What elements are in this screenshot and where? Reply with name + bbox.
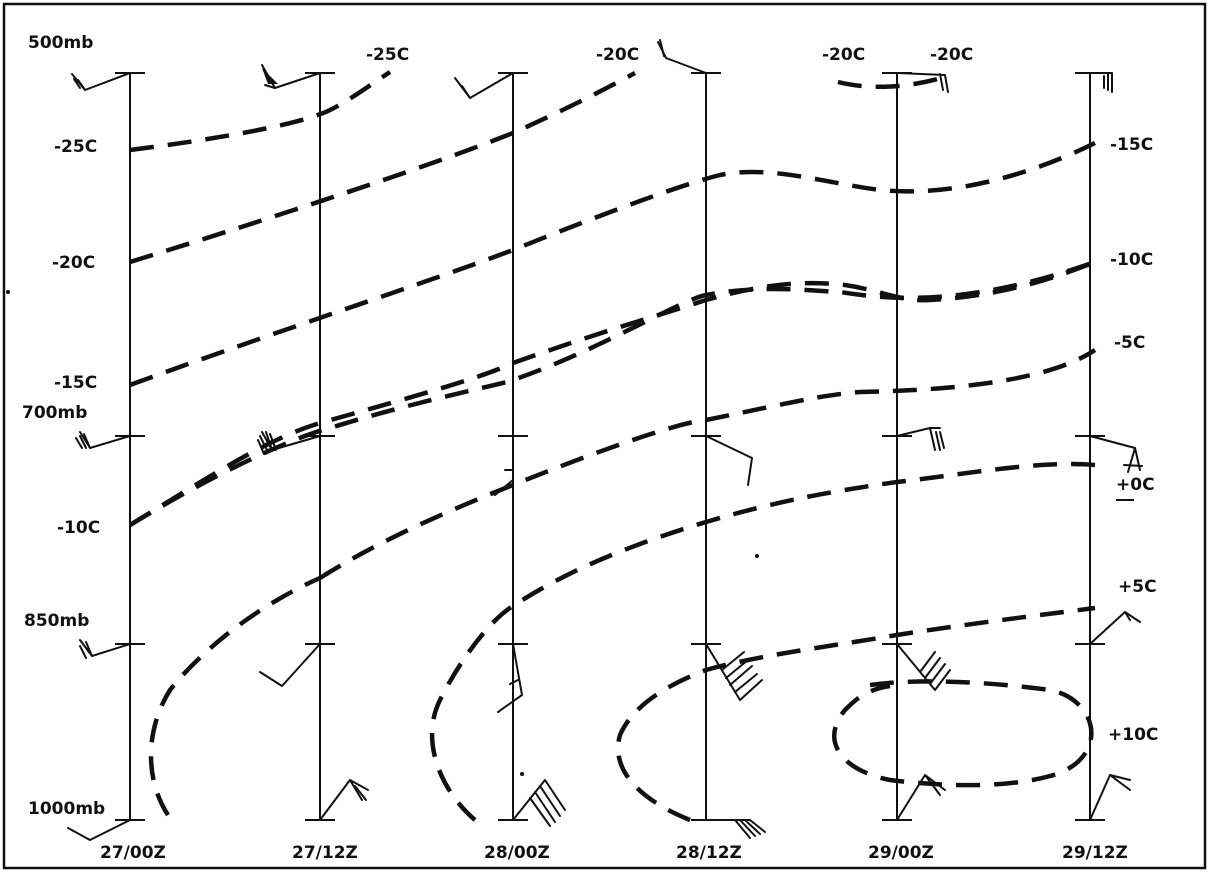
wind-barb-icon <box>497 643 523 713</box>
level-label-500mb: 500mb <box>28 33 93 53</box>
isotherm-label-top: -25C <box>366 45 409 65</box>
wind-barb-icon <box>705 643 763 701</box>
time-label: 27/00Z <box>100 843 166 863</box>
speck <box>755 554 759 558</box>
isotherm-label-top: -20C <box>930 45 973 65</box>
isotherm-minus-20c-top <box>837 73 949 90</box>
wind-barb-icon <box>261 64 321 89</box>
wind-barb-icon <box>67 819 131 841</box>
wind-barb-icon <box>1089 611 1141 645</box>
isotherm-minus-15c <box>129 140 1096 388</box>
wind-barb-icon <box>705 819 766 839</box>
wind-barb-icon <box>896 643 951 691</box>
isotherm-label-left: -15C <box>54 373 97 393</box>
isotherm-label-right: +0C <box>1116 475 1155 495</box>
wind-barb-icon <box>1089 72 1113 93</box>
isotherm-minus-10c <box>128 259 1096 527</box>
wind-barb-icon <box>657 39 707 74</box>
wind-barb-icon <box>1089 435 1143 473</box>
isotherm-label-top: -20C <box>596 45 639 65</box>
time-label: 28/12Z <box>676 843 742 863</box>
wind-barb-icon <box>705 435 753 486</box>
wind-barbs <box>67 39 1143 841</box>
isotherm-plus-5c-main <box>148 575 321 817</box>
isotherm-label-right: +5C <box>1118 577 1157 597</box>
time-label: 27/12Z <box>292 843 358 863</box>
time-label: 29/12Z <box>1062 843 1128 863</box>
isotherm-plus-5c-second <box>429 461 1096 822</box>
wind-barb-icon <box>494 435 514 496</box>
isotherms <box>128 70 1097 823</box>
wind-barb-icon <box>71 72 131 91</box>
isotherm-label-right: -10C <box>1110 250 1153 270</box>
isotherm-label-left: -25C <box>54 137 97 157</box>
isotherm-minus-5c-final <box>128 259 1096 527</box>
isotherm-label-top: -20C <box>822 45 865 65</box>
isotherm-label-right: -5C <box>1114 333 1145 353</box>
wind-barb-icon <box>75 431 131 449</box>
speck <box>520 772 524 776</box>
wind-barb-icon <box>1089 774 1131 821</box>
isotherm-minus-20c-upper <box>129 71 637 265</box>
isotherm-label-right: -15C <box>1110 135 1153 155</box>
speck <box>6 290 10 294</box>
wind-barb-icon <box>319 779 369 821</box>
wind-barb-icon <box>896 72 949 93</box>
isotherm-label-left: -10C <box>57 518 100 538</box>
isotherm-minus-25c <box>129 70 392 153</box>
level-label-700mb: 700mb <box>22 403 87 423</box>
isotherm-plus-0c <box>318 348 1097 580</box>
wind-barb-icon <box>512 779 566 827</box>
level-label-850mb: 850mb <box>24 611 89 631</box>
isotherm-label-right: +10C <box>1108 725 1158 745</box>
isotherm-label-left: -20C <box>52 253 95 273</box>
time-label: 28/00Z <box>484 843 550 863</box>
isotherm-plus-10c-third <box>615 605 1096 823</box>
wind-barb-icon <box>257 431 321 455</box>
wind-barb-icon <box>896 427 945 451</box>
wind-barb-icon <box>896 774 946 821</box>
time-label: 29/00Z <box>868 843 934 863</box>
wind-barb-icon <box>79 639 131 659</box>
wind-barb-icon <box>454 72 514 99</box>
wind-barb-icon <box>259 643 321 687</box>
level-label-1000mb: 1000mb <box>28 799 105 819</box>
